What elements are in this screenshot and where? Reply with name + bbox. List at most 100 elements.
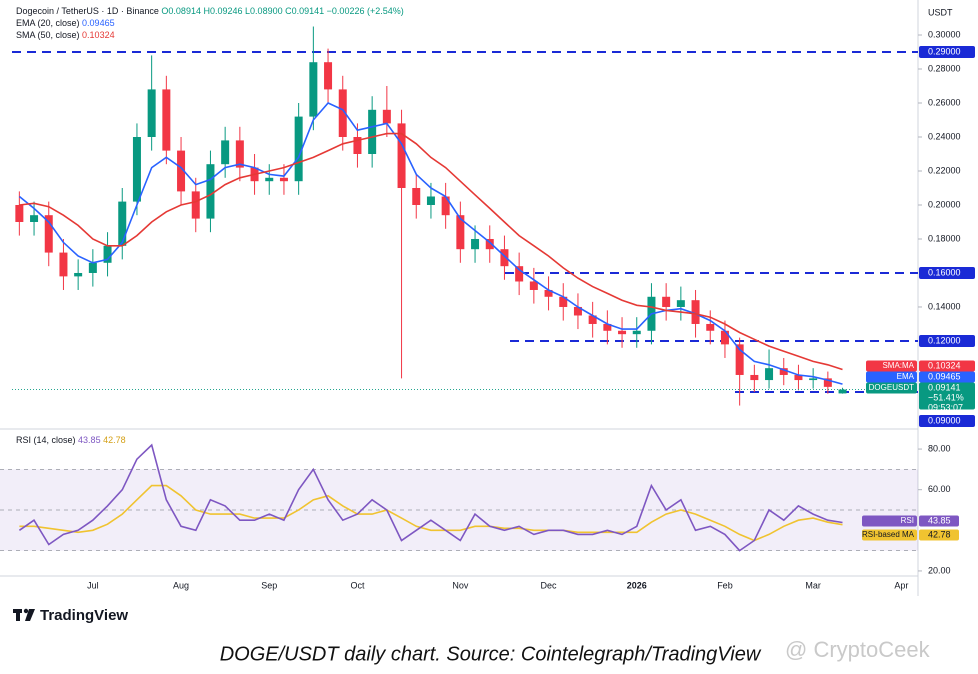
badge-value: 0.09465: [928, 371, 961, 381]
indicator-line: [19, 132, 843, 371]
candle-body: [279, 177, 288, 182]
badge-name-box: [862, 515, 917, 527]
candle-body: [353, 137, 362, 154]
x-tick-label: Nov: [452, 580, 469, 590]
candle-body: [15, 204, 24, 222]
indicator-line: [18, 443, 843, 552]
candle-body: [588, 315, 597, 324]
x-tick-label: Sep: [261, 580, 277, 590]
header-line: Dogecoin / TetherUS · 1D · Binance O0.08…: [16, 6, 404, 16]
level-badge-label: 0.29000: [928, 46, 961, 56]
candle-body: [397, 123, 406, 188]
candle-body: [309, 62, 318, 117]
watermark: @ CryptoCeek: [785, 637, 931, 662]
y-tick-label: 0.20000: [928, 199, 961, 209]
candle-body: [103, 245, 112, 263]
candle-body: [132, 137, 141, 202]
level-badge: [919, 46, 975, 59]
y-tick-label: 60.00: [928, 484, 951, 494]
candle-body: [368, 109, 377, 154]
candle-body: [59, 252, 68, 277]
y-tick-label: 0.30000: [928, 29, 961, 39]
caption: DOGE/USDT daily chart. Source: Cointeleg…: [220, 643, 762, 665]
candle-body: [720, 330, 729, 345]
badge-value: 0.09141: [928, 382, 961, 392]
y-tick-label: 0.14000: [928, 301, 961, 311]
candle-body: [456, 215, 465, 250]
rsi-title: RSI (14, close): [16, 435, 76, 445]
badge-pct: −51.41%: [928, 392, 964, 402]
badge-value: 42.78: [928, 529, 951, 539]
ema-value: 0.09465: [82, 18, 115, 28]
y-tick-label: 0.18000: [928, 233, 961, 243]
axis-unit: USDT: [928, 7, 953, 17]
candle-body: [235, 140, 244, 168]
badge-name-box: [866, 371, 917, 383]
candle-body: [838, 389, 847, 394]
candle-body: [706, 323, 715, 331]
badge-value: 43.85: [928, 515, 951, 525]
candle-body: [500, 249, 509, 267]
symbol: Dogecoin / TetherUS · 1D · Binance: [16, 6, 159, 16]
x-tick-label: Dec: [541, 580, 558, 590]
y-tick-label: 20.00: [928, 565, 951, 575]
candle-body: [191, 191, 200, 219]
logo-mark: [23, 608, 29, 614]
candle-body: [529, 281, 538, 290]
level-badge-label: 0.16000: [928, 267, 961, 277]
rsi-legend: RSI (14, close) 43.85 42.78: [16, 435, 126, 445]
candle-body: [662, 296, 671, 307]
candle-body: [750, 374, 759, 381]
candle-body: [471, 238, 480, 250]
badge-name: RSI-based MA: [862, 530, 915, 539]
candle-body: [544, 289, 553, 297]
logo-text: TradingView: [40, 607, 128, 624]
badge-value-box: [919, 382, 975, 410]
level-badge: [919, 266, 975, 279]
candle-body: [794, 374, 803, 381]
plot: 0.14000 0.18000 0.20000 0.22000 0.24000 0.260…: [0, 26, 975, 590]
candle-body: [676, 300, 685, 307]
candle-body: [779, 368, 788, 375]
x-tick-label: Oct: [350, 580, 365, 590]
x-tick-label: Jul: [87, 580, 99, 590]
level-badge-label: 0.09000: [928, 415, 961, 425]
close: C0.09141: [285, 6, 324, 16]
logo-mark: [25, 609, 35, 621]
candle-body: [74, 272, 83, 277]
candle-body: [324, 62, 333, 90]
x-tick-label: Feb: [717, 580, 733, 590]
badge-name: DOGEUSDT: [869, 383, 914, 392]
badge-timer: 09:53:07: [928, 402, 963, 412]
candle-body: [618, 330, 627, 335]
badge-name-box: [866, 382, 917, 394]
candle-body: [441, 196, 450, 216]
tv-logo: [13, 608, 35, 621]
candle-body: [559, 296, 568, 307]
indicator-line: [19, 484, 843, 542]
x-tick-label: Apr: [894, 580, 908, 590]
candle-body: [44, 215, 53, 253]
candle-body: [823, 378, 832, 387]
badge-name-box: [866, 360, 917, 372]
y-tick-label: 80.00: [928, 443, 951, 453]
candle-body: [88, 262, 97, 273]
candle-body: [382, 109, 391, 124]
low: L0.08900: [245, 6, 283, 16]
candle-body: [809, 378, 818, 381]
level-badge: [919, 334, 975, 347]
x-tick-label: Mar: [805, 580, 821, 590]
logo-mark: [16, 609, 20, 621]
y-tick-label: 0.24000: [928, 131, 961, 141]
candle-body: [221, 140, 230, 165]
candle-body: [412, 187, 421, 205]
badge-value-box: [919, 371, 975, 383]
candle-body: [206, 164, 215, 219]
candle-body: [294, 116, 303, 182]
badge-name-box: [862, 529, 917, 541]
sma-value: 0.10324: [82, 30, 115, 40]
y-tick-label: 0.22000: [928, 165, 961, 175]
open: O0.08914: [161, 6, 201, 16]
ema-legend: EMA (20, close) 0.09465: [16, 18, 115, 28]
